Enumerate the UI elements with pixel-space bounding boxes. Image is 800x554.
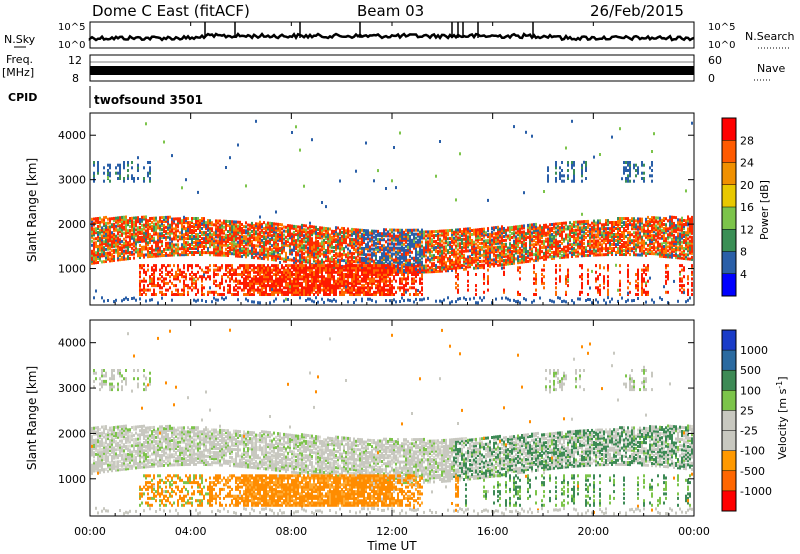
velocity-colorbar: 1000 500 100 25 -25 -100 -500 -1000 bbox=[721, 329, 772, 512]
x-tick-label: 00:00 bbox=[678, 525, 710, 538]
power-colorbar-tick-label: 16 bbox=[740, 201, 754, 214]
velocity-colorbar-swatch bbox=[722, 490, 736, 512]
power-colorbar-swatch bbox=[722, 207, 736, 230]
nsearch-tick-top: 10^5 bbox=[708, 22, 735, 33]
x-tick-label: 20:00 bbox=[577, 525, 609, 538]
nave-tick-top: 60 bbox=[708, 54, 722, 67]
power-colorbar-swatch bbox=[722, 184, 736, 208]
velocity-colorbar-tick-label: 1000 bbox=[740, 344, 768, 357]
velocity-colorbar-swatch bbox=[722, 470, 736, 492]
velocity-colorbar-label: Velocity [m s-1] bbox=[775, 376, 790, 459]
power-colorbar-swatch bbox=[722, 140, 736, 163]
velocity-y-tick-label: 4000 bbox=[58, 337, 86, 350]
nsky-line bbox=[88, 32, 695, 42]
velocity-colorbar-swatch bbox=[722, 350, 736, 371]
power-y-tick-label: 1000 bbox=[58, 263, 86, 276]
power-y-tick-label: 3000 bbox=[58, 174, 86, 187]
x-tick-label: 12:00 bbox=[376, 525, 408, 538]
power-colorbar-swatch bbox=[722, 229, 736, 252]
nsky-label: N.Sky bbox=[4, 33, 36, 46]
power-y-tick-label: 2000 bbox=[58, 218, 86, 231]
freq-trace bbox=[90, 61, 694, 75]
x-axis-label: Time UT bbox=[366, 539, 417, 553]
velocity-colorbar-tick-label: 500 bbox=[740, 364, 761, 377]
velocity-colorbar-swatch bbox=[722, 430, 736, 452]
nsearch-tick-bottom: 10^0 bbox=[708, 40, 735, 51]
power-colorbar-tick-label: 4 bbox=[740, 268, 747, 281]
velocity-colorbar-tick-label: -500 bbox=[740, 465, 765, 478]
nsearch-label: N.Search bbox=[745, 30, 795, 43]
cpid-label: CPID bbox=[8, 91, 37, 104]
power-colorbar: 28 24 20 16 12 8 4 bbox=[721, 117, 754, 297]
velocity-colorbar-swatch bbox=[722, 330, 736, 351]
freq-tick-top: 12 bbox=[68, 54, 82, 67]
cpid-text: twofsound 3501 bbox=[94, 93, 203, 107]
velocity-y-label: Slant Range [km] bbox=[25, 366, 39, 470]
x-tick-label: 08:00 bbox=[275, 525, 307, 538]
nave-label: Nave bbox=[757, 62, 785, 75]
velocity-colorbar-frame bbox=[721, 329, 737, 512]
power-colorbar-tick-label: 8 bbox=[740, 246, 747, 259]
velocity-colorbar-swatch bbox=[722, 450, 736, 472]
x-tick-label: 04:00 bbox=[175, 525, 207, 538]
power-colorbar-swatch bbox=[722, 162, 736, 186]
power-colorbar-swatch bbox=[722, 251, 736, 275]
velocity-colorbar-swatch bbox=[722, 390, 736, 411]
x-tick-label: 00:00 bbox=[74, 525, 106, 538]
nsky-trace bbox=[88, 22, 695, 42]
power-y-axis: 1000 2000 3000 4000 bbox=[58, 129, 694, 276]
freq-label: Freq. bbox=[6, 53, 33, 66]
velocity-colorbar-tick-label: -1000 bbox=[740, 485, 772, 498]
velocity-y-tick-label: 3000 bbox=[58, 382, 86, 395]
velocity-colorbar-tick-label: -25 bbox=[740, 425, 758, 438]
power-colorbar-tick-label: 20 bbox=[740, 179, 754, 192]
freq-tick-bottom: 8 bbox=[72, 72, 79, 85]
velocity-colorbar-swatch bbox=[722, 410, 736, 432]
x-tick-label: 16:00 bbox=[477, 525, 509, 538]
velocity-colorbar-tick-label: 25 bbox=[740, 404, 754, 417]
power-y-label: Slant Range [km] bbox=[25, 158, 39, 262]
power-colorbar-swatch bbox=[722, 273, 736, 297]
velocity-y-tick-label: 2000 bbox=[58, 427, 86, 440]
power-colorbar-swatch bbox=[722, 118, 736, 141]
velocity-colorbar-swatch bbox=[722, 370, 736, 391]
power-colorbar-label: Power [dB] bbox=[758, 180, 771, 240]
power-colorbar-tick-label: 28 bbox=[740, 134, 754, 147]
station-title: Dome C East (fitACF) bbox=[92, 2, 250, 20]
velocity-heatmap bbox=[91, 328, 693, 516]
power-colorbar-tick-label: 12 bbox=[740, 223, 754, 236]
velocity-y-tick-label: 1000 bbox=[58, 473, 86, 486]
nsky-tick-bottom: 10^0 bbox=[58, 40, 85, 51]
time-axis: 00:00 04:00 08:00 12:00 16:00 20:00 00:00 bbox=[74, 22, 710, 538]
nave-tick-bottom: 0 bbox=[708, 72, 715, 85]
freq-band bbox=[90, 66, 694, 75]
beam-title: Beam 03 bbox=[357, 2, 424, 20]
date-title: 26/Feb/2015 bbox=[590, 2, 684, 20]
power-y-tick-label: 4000 bbox=[58, 129, 86, 142]
power-heatmap bbox=[91, 119, 693, 305]
freq-unit: [MHz] bbox=[2, 66, 34, 79]
velocity-colorbar-tick-label: 100 bbox=[740, 384, 761, 397]
nsky-tick-top: 10^5 bbox=[58, 22, 85, 33]
power-colorbar-tick-label: 24 bbox=[740, 157, 754, 170]
velocity-colorbar-tick-label: -100 bbox=[740, 445, 765, 458]
velocity-y-axis: 1000 2000 3000 4000 bbox=[58, 337, 694, 486]
